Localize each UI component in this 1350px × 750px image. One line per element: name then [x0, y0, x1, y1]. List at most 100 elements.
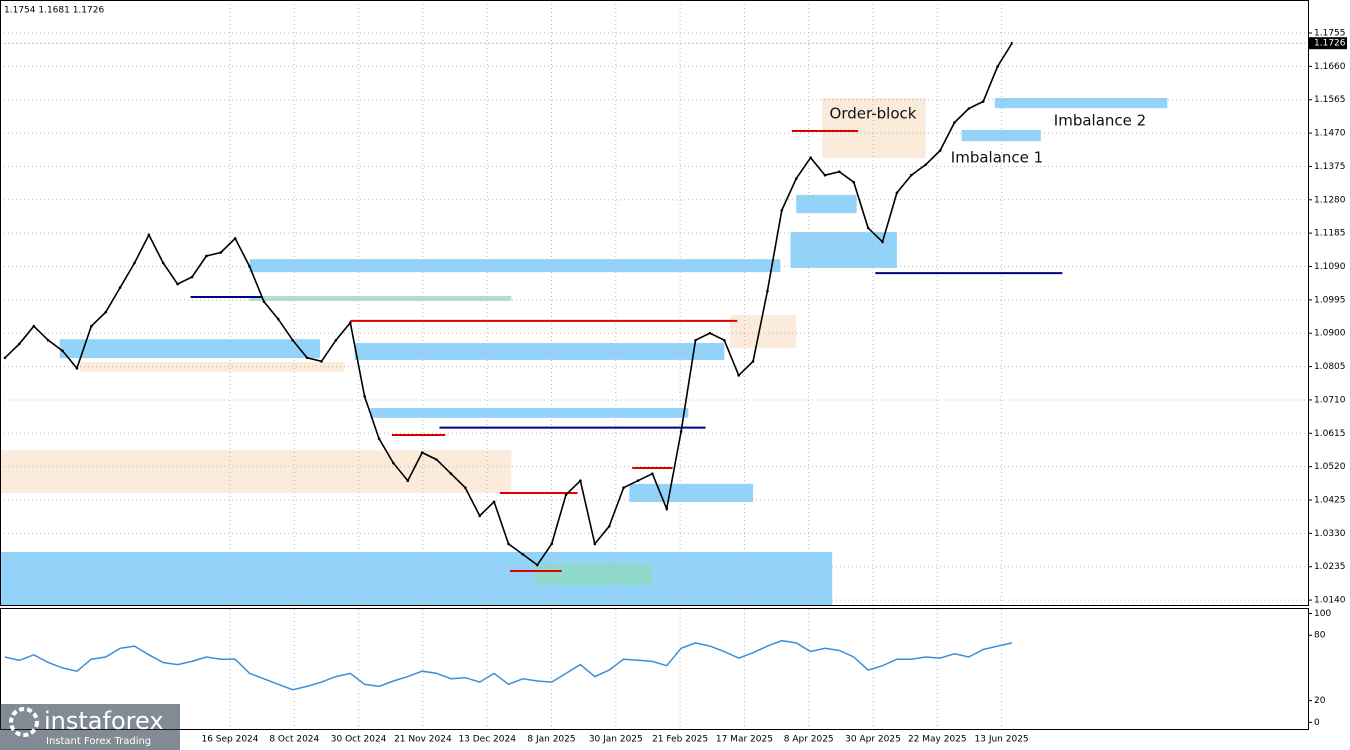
y-tick-label: 100 [1314, 609, 1331, 619]
price-point [895, 191, 899, 195]
zone [730, 314, 797, 348]
price-point [708, 331, 712, 335]
price-point [794, 177, 798, 181]
price-point [996, 65, 999, 68]
zone [0, 450, 512, 493]
price-point [392, 461, 395, 465]
price-point [3, 356, 7, 360]
x-tick-label: 30 Jan 2025 [589, 735, 643, 745]
x-tick-label: 13 Dec 2024 [458, 735, 516, 745]
oscillator-panel: 0 20 80 100 [4, 609, 1331, 728]
x-tick-label: 21 Nov 2024 [394, 735, 452, 745]
price-point [636, 479, 640, 482]
price-point [722, 338, 726, 342]
y-tick-label: 1.1185 [1314, 229, 1346, 239]
price-point [176, 282, 179, 286]
last-price-label: 1.1726 [1314, 39, 1346, 49]
price-point [579, 479, 582, 482]
zone [249, 296, 512, 301]
price-point [348, 321, 352, 324]
price-point [967, 107, 971, 110]
price-point [507, 542, 510, 546]
header-quote: 1.1754 1.1681 1.1726 [4, 6, 104, 16]
price-point [981, 100, 985, 103]
price-point [75, 367, 79, 370]
x-tick-label: 30 Oct 2024 [331, 735, 387, 745]
price-point [651, 472, 654, 475]
price-point [881, 240, 884, 244]
annotation: Imbalance 2 [1054, 112, 1146, 130]
price-point [233, 237, 237, 240]
price-point [262, 300, 266, 303]
y-tick-label: 1.0520 [1314, 462, 1346, 472]
x-tick-label: 8 Jan 2025 [527, 735, 575, 745]
price-point [61, 349, 64, 353]
y-tick-label: 1.0615 [1314, 429, 1346, 439]
price-point [852, 180, 856, 184]
price-point [478, 514, 482, 518]
price-point [277, 317, 280, 321]
price-point [622, 486, 625, 490]
zone [796, 194, 857, 214]
price-point [161, 261, 165, 265]
y-tick-label: 1.1375 [1314, 162, 1346, 172]
price-point [550, 542, 553, 546]
price-point [90, 324, 93, 328]
price-point [593, 542, 597, 546]
zone [370, 408, 689, 418]
oscillator-frame [0, 608, 1309, 730]
zone [534, 563, 653, 585]
zone [790, 232, 897, 268]
price-point [521, 553, 525, 556]
y-tick-label: 1.0805 [1314, 362, 1346, 372]
x-tick-label: 17 Mar 2025 [716, 735, 773, 745]
price-point [780, 209, 784, 212]
price-point [449, 472, 453, 475]
annotation: Imbalance 1 [951, 149, 1043, 167]
y-tick-label: 1.0425 [1314, 496, 1346, 506]
series-line [4, 639, 1013, 691]
price-point [435, 458, 438, 461]
y-tick-label: 1.0140 [1314, 596, 1346, 606]
brand-icon [9, 707, 39, 737]
price-point [679, 430, 683, 433]
zone [59, 339, 321, 359]
price-point [420, 451, 424, 454]
price-point [133, 261, 136, 265]
y-tick-label: 1.1565 [1314, 95, 1346, 105]
x-tick-label: 16 Sep 2024 [201, 735, 258, 745]
price-point [118, 286, 122, 289]
price-point [147, 233, 151, 237]
y-tick-label: 1.1755 [1314, 29, 1346, 39]
y-tick-label: 20 [1314, 696, 1326, 706]
price-point [924, 163, 927, 166]
price-point [838, 170, 841, 174]
zone [822, 97, 926, 159]
x-tick-label: 21 Feb 2025 [652, 735, 708, 745]
y-tick-label: 1.1280 [1314, 195, 1346, 205]
price-point [607, 525, 611, 528]
x-tick-label: 8 Apr 2025 [784, 735, 834, 745]
price-point [665, 507, 669, 511]
price-point [205, 254, 208, 258]
zone [249, 259, 781, 273]
price-point [464, 486, 467, 490]
zone [0, 551, 833, 605]
price-point [938, 149, 942, 152]
price-point [823, 173, 827, 177]
price-point [910, 173, 913, 177]
x-tick-label: 8 Oct 2024 [269, 735, 319, 745]
price-point [737, 374, 740, 377]
annotation: Order-block [830, 105, 917, 123]
zone [354, 343, 725, 360]
zone [629, 483, 754, 503]
y-tick-label: 1.0710 [1314, 395, 1346, 405]
price-point [377, 437, 381, 440]
zone [961, 129, 1041, 142]
price-point [766, 289, 769, 293]
price-point [492, 500, 496, 504]
price-point [406, 479, 410, 482]
